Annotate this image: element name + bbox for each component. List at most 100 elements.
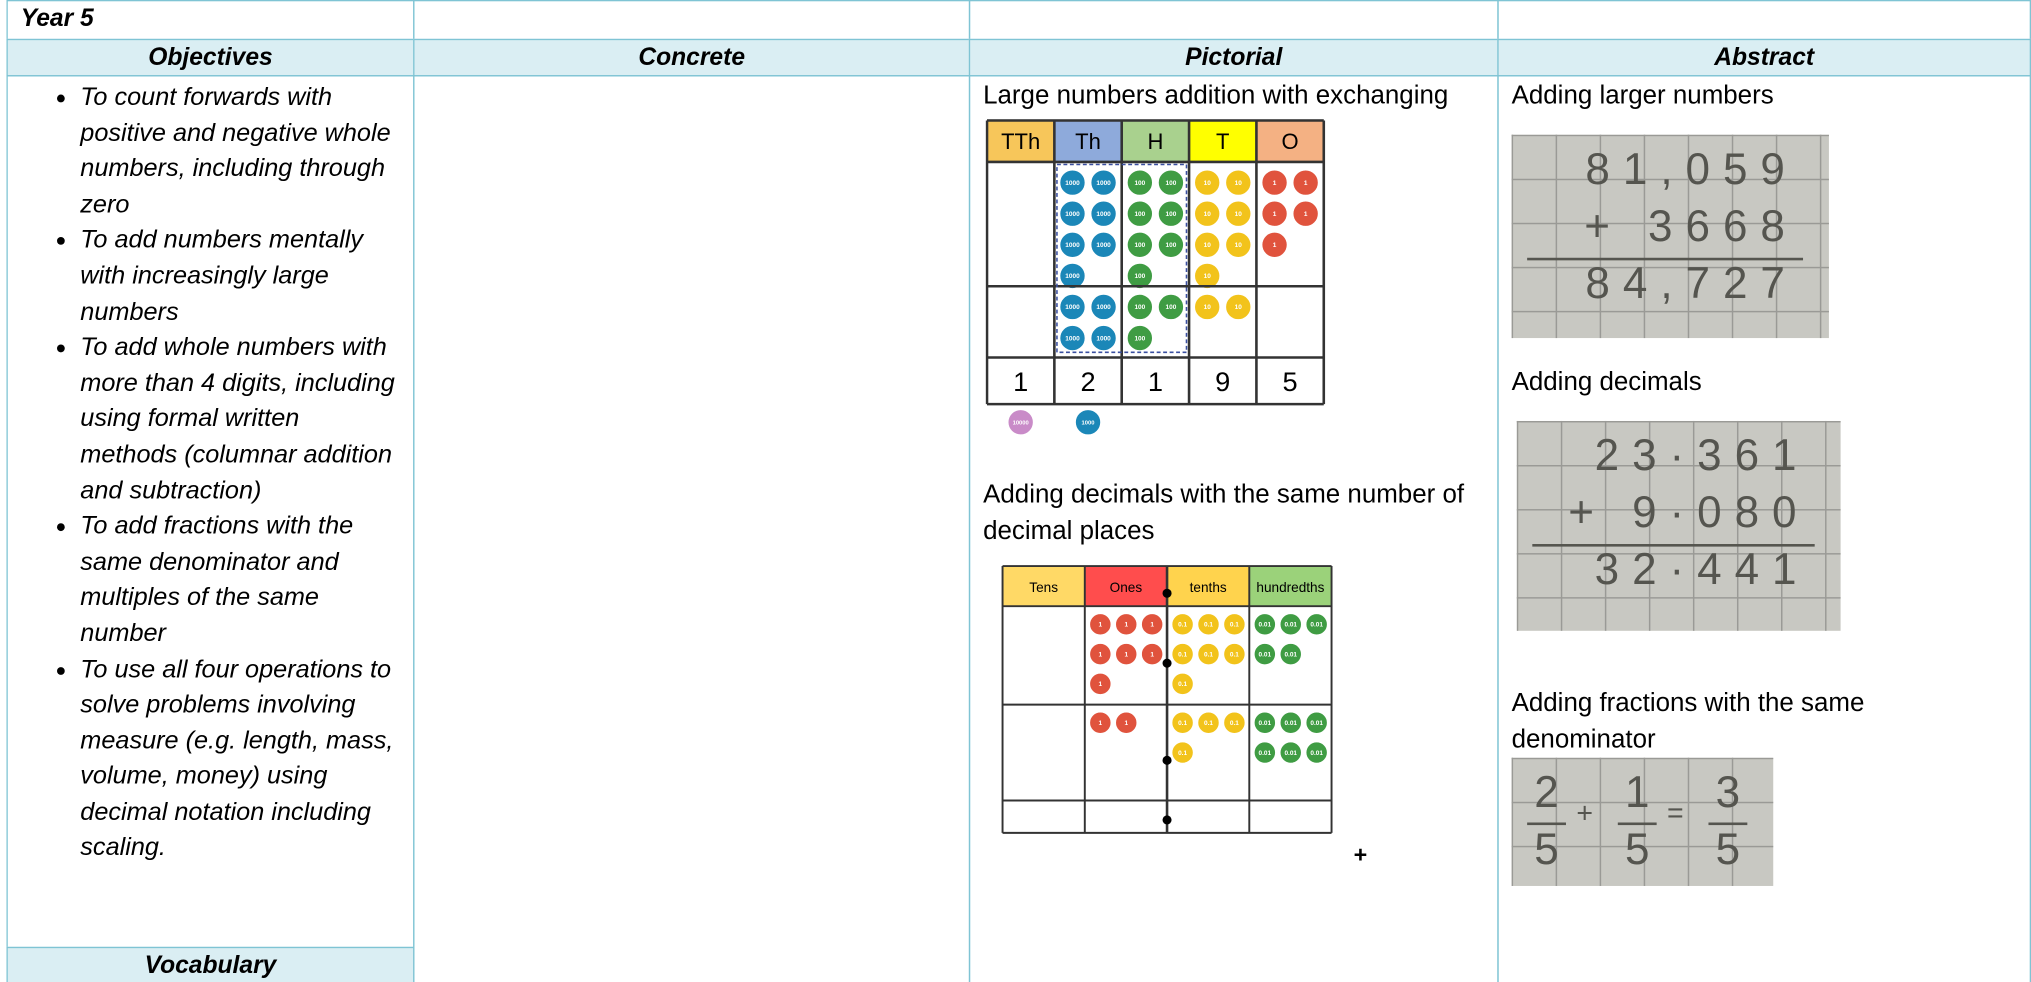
- objectives-cell: To count forwards with positive and nega…: [6, 75, 415, 949]
- empty-cell: [413, 0, 971, 41]
- counter: [1224, 168, 1253, 197]
- numerator: 2: [1534, 768, 1559, 818]
- counter: [1196, 642, 1221, 666]
- counter: [1114, 612, 1139, 637]
- empty-cell: [1497, 0, 2031, 41]
- column-header: Abstract: [1497, 38, 2031, 77]
- counter: [1193, 168, 1221, 197]
- counter: [1089, 199, 1118, 228]
- denominator: 5: [1624, 825, 1650, 875]
- denominator: 5: [1534, 825, 1559, 875]
- fraction-bar: [1527, 822, 1566, 826]
- handwritten-line: + 9·080: [1568, 488, 1810, 538]
- counter-label: 10: [1204, 242, 1212, 249]
- counter: [1278, 642, 1303, 666]
- counter-label: 1000: [1065, 242, 1080, 249]
- column-total: 5: [1283, 366, 1298, 397]
- counter: [1304, 740, 1329, 765]
- note: +: [1353, 841, 1368, 868]
- counter-label: 10: [1235, 304, 1243, 311]
- caption: Large numbers addition with exchanging: [983, 81, 1449, 111]
- column-heading-bg: [1189, 120, 1257, 162]
- counter-label: 0.1: [1230, 622, 1239, 629]
- counter: [1089, 168, 1118, 197]
- counter: [1088, 710, 1113, 735]
- column-heading: hundredths: [1256, 580, 1324, 595]
- column-heading: O: [1282, 129, 1299, 154]
- empty-cell: [968, 0, 1499, 41]
- year-cell: Year 5: [6, 0, 415, 41]
- counter-label: 0.1: [1178, 622, 1187, 629]
- counter-label: 0.1: [1178, 750, 1187, 757]
- photo: 23·361 + 9·080 32·441: [1516, 420, 1841, 631]
- column-heading-bg: [1054, 120, 1122, 162]
- column-heading-bg: [1084, 566, 1168, 607]
- handwritten-line: 84,727: [1585, 259, 1798, 309]
- counter-label: 1: [1099, 720, 1103, 727]
- counter-label: 1000: [1065, 304, 1080, 311]
- counter: [1157, 168, 1185, 197]
- objective: To add fractions with the same denominat…: [80, 509, 397, 652]
- counter: [1126, 231, 1154, 259]
- column-heading: Th: [1075, 129, 1101, 154]
- counter: [1170, 642, 1195, 666]
- caption: Adding decimals with the same number of …: [983, 480, 1465, 546]
- counter: [1089, 293, 1118, 321]
- counter-label: 1000: [1065, 180, 1080, 187]
- sum-rule: [1532, 544, 1815, 547]
- counter-label: 0.1: [1204, 720, 1213, 727]
- counter-label: 1: [1099, 651, 1103, 658]
- counter-label: 0.1: [1178, 720, 1187, 727]
- objective: To use all four operations to solve prob…: [80, 652, 397, 866]
- abstract-cell: Adding larger numbers 81,059 + 3668 84,727 A…: [1497, 75, 2031, 982]
- counter: [1058, 231, 1087, 259]
- counter: [1196, 710, 1221, 735]
- decimal-point: [1162, 755, 1172, 765]
- decimal-point: [1162, 815, 1172, 825]
- counter: [1278, 710, 1303, 735]
- fraction-bar: [1708, 822, 1748, 826]
- decimal-point: [1162, 658, 1172, 668]
- counter: [1222, 642, 1247, 666]
- counter-label: 100: [1166, 211, 1177, 218]
- column-heading-bg: [1256, 120, 1324, 162]
- counter-label: 1000: [1096, 180, 1111, 187]
- counter: [1126, 293, 1154, 321]
- counter: [1089, 324, 1118, 352]
- column-total: 9: [1215, 366, 1230, 397]
- counter-label: 1000: [1096, 335, 1111, 342]
- counter-label: 0.1: [1204, 622, 1213, 629]
- counter: [1253, 710, 1277, 735]
- column-heading: TTh: [1001, 129, 1040, 154]
- counter-label: 100: [1134, 242, 1145, 249]
- counter-label: 100: [1166, 304, 1177, 311]
- column-heading: tenths: [1190, 580, 1227, 595]
- photo: 2 5 +1 5 = 3 5: [1511, 757, 1774, 886]
- counter: [1058, 199, 1087, 228]
- counter: [1126, 262, 1154, 290]
- objectives-list: To count forwards with positive and nega…: [8, 80, 413, 866]
- column-header: Pictorial: [968, 38, 1499, 77]
- counter-label: 100: [1134, 180, 1145, 187]
- counter: [1170, 672, 1195, 696]
- counter: [1074, 408, 1102, 436]
- counter: [1114, 710, 1139, 735]
- counter: [1278, 740, 1303, 765]
- counter-label: 0.1: [1230, 651, 1239, 658]
- column-heading: Tens: [1029, 580, 1058, 595]
- counter-label: 100: [1134, 211, 1145, 218]
- objective: To add whole numbers with more than 4 di…: [80, 330, 397, 509]
- column-heading-bg: [1002, 566, 1085, 607]
- counter: [1291, 168, 1320, 197]
- counter: [1126, 324, 1154, 352]
- counter-label: 1: [1124, 622, 1128, 629]
- counter-label: 10000: [1013, 420, 1029, 426]
- counter: [1193, 231, 1221, 259]
- place-value-chart: TTh 1 10000 Th 2 1000 1000 1000 1000 1000 1000 1000…: [985, 119, 1326, 436]
- counter-label: 0.01: [1284, 750, 1297, 757]
- counter: [1224, 199, 1253, 228]
- counter: [1140, 642, 1164, 666]
- handwritten-line: 32·441: [1594, 545, 1810, 595]
- column-heading-bg: [1249, 566, 1332, 607]
- counter: [1224, 293, 1253, 321]
